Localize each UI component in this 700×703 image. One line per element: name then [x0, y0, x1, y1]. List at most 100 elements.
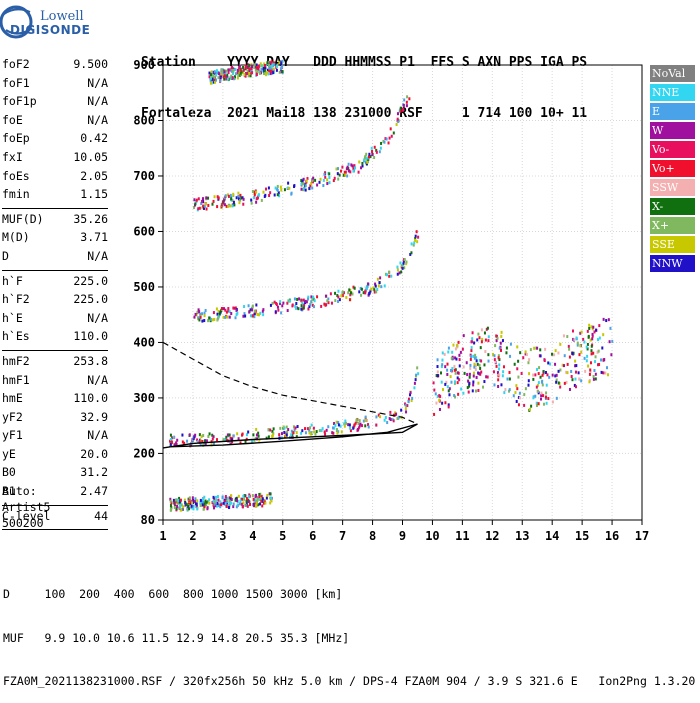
echo-point	[536, 368, 539, 372]
echo-point	[574, 377, 577, 381]
echo-point	[255, 190, 258, 194]
echo-point	[580, 330, 583, 334]
echo-point	[211, 433, 214, 437]
echo-point	[344, 419, 347, 423]
echo-point	[267, 60, 270, 64]
echo-point	[239, 71, 242, 75]
echo-point	[416, 240, 419, 244]
echo-point	[269, 191, 272, 195]
echo-point	[324, 175, 327, 179]
echo-point	[440, 380, 443, 384]
echo-point	[571, 378, 574, 382]
echo-point	[372, 286, 375, 290]
footer-muf-row: MUF 9.9 10.0 10.6 11.5 12.9 14.8 20.5 35…	[3, 630, 350, 645]
echo-point	[541, 383, 544, 387]
echo-point	[505, 346, 508, 350]
echo-point	[598, 324, 601, 328]
echo-point	[453, 381, 456, 385]
echo-point	[238, 502, 241, 506]
param-row: M(D) 3.71	[2, 230, 108, 249]
echo-point	[324, 294, 327, 298]
echo-point	[235, 196, 238, 200]
echo-point	[388, 274, 391, 278]
echo-point	[588, 326, 591, 330]
param-name: B1	[2, 484, 16, 499]
echo-point	[343, 422, 346, 426]
echo-point	[586, 329, 589, 333]
echo-point	[580, 379, 583, 383]
echo-point	[224, 308, 227, 312]
echo-point	[236, 71, 239, 75]
echo-point	[179, 498, 182, 502]
echo-point	[177, 501, 180, 505]
echo-point	[217, 196, 220, 200]
echo-point	[275, 64, 278, 68]
echo-point	[240, 497, 243, 501]
echo-point	[476, 338, 479, 342]
echo-point	[406, 95, 409, 99]
echo-point	[348, 423, 351, 427]
echo-point	[360, 293, 363, 297]
legend-item: X-	[650, 198, 695, 215]
echo-point	[438, 398, 441, 402]
echo-point	[212, 435, 215, 439]
echo-point	[215, 73, 218, 77]
echo-point	[410, 251, 413, 255]
echo-point	[494, 344, 497, 348]
echo-point	[496, 371, 499, 375]
echo-point	[251, 314, 254, 318]
echo-point	[229, 193, 232, 197]
echo-point	[555, 378, 558, 382]
echo-point	[404, 407, 407, 411]
echo-point	[610, 353, 613, 357]
echo-point	[467, 379, 470, 383]
echo-point	[221, 307, 224, 311]
echo-point	[458, 364, 461, 368]
echo-point	[367, 425, 370, 429]
echo-point	[224, 194, 227, 198]
echo-point	[364, 291, 367, 295]
param-name: foE	[2, 112, 23, 127]
echo-point	[492, 353, 495, 357]
echo-point	[409, 393, 412, 397]
echo-point	[574, 359, 577, 363]
echo-point	[266, 61, 269, 65]
echo-point	[467, 390, 470, 394]
echo-point	[553, 353, 556, 357]
echo-point	[539, 375, 542, 379]
echo-point	[263, 62, 266, 66]
echo-point	[335, 420, 338, 424]
echo-point	[223, 70, 226, 74]
echo-point	[378, 281, 381, 285]
echo-point	[497, 378, 500, 382]
echo-point	[255, 72, 258, 76]
echo-point	[201, 312, 204, 316]
param-value: N/A	[87, 75, 108, 90]
echo-point	[551, 352, 554, 356]
echo-point	[344, 173, 347, 177]
echo-point	[340, 294, 343, 298]
echo-point	[572, 337, 575, 341]
echo-point	[345, 421, 348, 425]
echo-point	[222, 75, 225, 79]
echo-point	[543, 359, 546, 363]
echo-point	[589, 361, 592, 365]
echo-point	[203, 314, 206, 318]
echo-point	[478, 363, 481, 367]
echo-point	[456, 371, 459, 375]
echo-point	[300, 182, 303, 186]
echo-point	[225, 435, 228, 439]
echo-point	[169, 433, 172, 437]
echo-point	[251, 71, 254, 75]
echo-point	[253, 311, 256, 315]
echo-point	[279, 60, 282, 64]
echo-point	[544, 395, 547, 399]
echo-point	[196, 507, 199, 511]
echo-point	[374, 284, 377, 288]
echo-point	[227, 204, 230, 208]
legend-item: E	[650, 103, 695, 120]
param-name: C-level	[2, 508, 51, 523]
logo-line1: Lowell	[40, 9, 84, 24]
echo-point	[224, 499, 227, 503]
echo-point	[202, 441, 205, 445]
